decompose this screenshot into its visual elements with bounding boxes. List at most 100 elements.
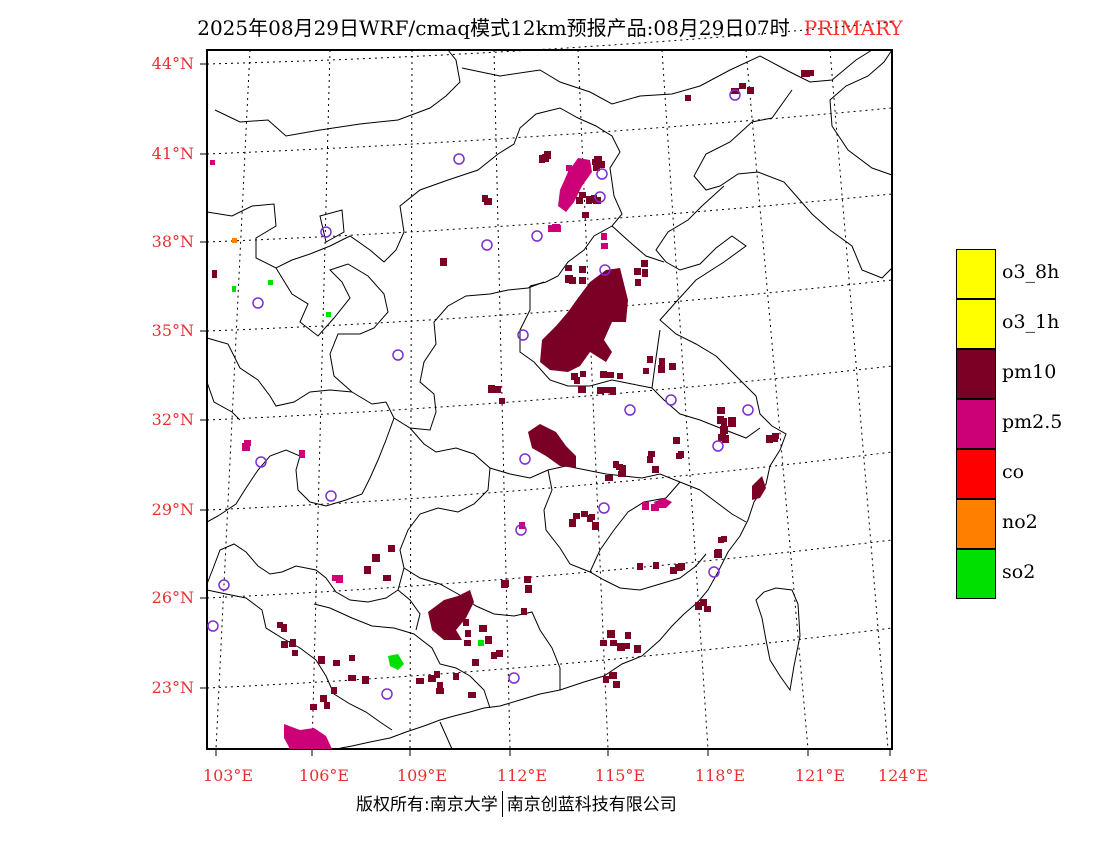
pollution-cell <box>299 450 305 458</box>
legend-item-o3-8h: o3_8h <box>956 249 1100 299</box>
pollution-cell <box>571 373 578 380</box>
pollution-cell <box>578 386 586 393</box>
legend-swatch <box>956 399 996 449</box>
pollution-patch <box>752 476 766 500</box>
pollution-cell <box>566 165 572 171</box>
pollution-cells <box>210 70 814 749</box>
lat-label-32: 32°N <box>151 410 194 429</box>
lon-label-112: 112°E <box>496 766 548 785</box>
pollution-cell <box>609 672 617 679</box>
pollution-cell <box>610 640 617 646</box>
legend-label: no2 <box>1002 511 1038 533</box>
pollution-cell <box>333 660 340 666</box>
axis-ticks <box>200 63 891 756</box>
station-marker <box>665 394 677 406</box>
pollution-cell <box>463 619 469 626</box>
title-tag: PRIMARY <box>803 16 903 40</box>
pollution-patch <box>284 724 332 749</box>
pollution-cell <box>292 650 298 656</box>
title-text: 2025年08月29日WRF/cmaq模式12km预报产品:08月29日07时 <box>197 16 790 40</box>
pollution-cell <box>331 687 337 694</box>
pollution-cell <box>648 451 655 457</box>
legend-item-co: co <box>956 449 1100 499</box>
legend-label: so2 <box>1002 561 1036 583</box>
pollution-cell <box>573 187 579 193</box>
pollution-cell <box>807 70 814 76</box>
pollution-cell <box>600 640 607 646</box>
station-marker <box>712 440 724 452</box>
copyright-footer: 版权所有:南京大学 南京创蓝科技有限公司 <box>356 790 677 817</box>
pollution-cell <box>670 567 677 574</box>
pollution-cell <box>434 671 440 678</box>
pollution-cell <box>607 630 615 638</box>
pollution-cell <box>647 456 653 463</box>
pollution-cell <box>310 704 317 710</box>
pollution-cell <box>499 398 505 404</box>
pollution-cell <box>318 656 325 664</box>
pollution-cell <box>717 416 724 424</box>
pollution-cell <box>242 443 250 451</box>
pollution-cell <box>669 363 676 370</box>
legend-swatch <box>956 499 996 549</box>
station-marker <box>508 672 520 684</box>
lon-label-106: 106°E <box>298 766 350 785</box>
pollution-cell <box>685 95 691 101</box>
pollution-cell <box>565 265 572 271</box>
monitoring-stations <box>207 89 754 700</box>
pollution-cell <box>642 269 648 277</box>
pollution-cell <box>739 83 746 89</box>
lon-gridlines <box>215 49 889 750</box>
pollution-cell <box>613 681 620 688</box>
pollution-cell <box>574 377 580 384</box>
pollution-cell <box>601 233 607 240</box>
pollution-cell <box>524 576 531 583</box>
pollution-cell <box>472 659 479 666</box>
station-marker <box>207 620 219 632</box>
pollution-cell <box>502 580 509 587</box>
pollution-patch <box>558 158 592 212</box>
pollution-cell <box>659 358 665 366</box>
legend-label: pm2.5 <box>1002 411 1063 433</box>
pollution-cell <box>521 608 527 615</box>
pollution-cell <box>598 161 605 168</box>
station-marker <box>599 264 611 276</box>
pollution-cell <box>610 387 616 395</box>
pollution-cell <box>580 371 586 377</box>
pollution-cell <box>416 678 424 684</box>
pollution-cell <box>281 641 288 648</box>
pollution-patch <box>388 654 404 670</box>
pollution-cell <box>383 575 391 581</box>
pollution-cell <box>332 575 340 581</box>
lat-label-38: 38°N <box>151 232 194 251</box>
pollution-cell <box>349 655 355 661</box>
lat-label-44: 44°N <box>151 54 194 73</box>
legend-swatch <box>956 549 996 599</box>
pollution-cell <box>704 606 711 612</box>
pollution-cell <box>616 464 623 470</box>
pollution-cell <box>642 502 649 510</box>
pollution-cell <box>496 650 503 657</box>
pollution-cell <box>593 165 600 171</box>
legend-swatch <box>956 299 996 349</box>
pollution-cell <box>651 504 659 511</box>
pollution-cell <box>324 702 330 709</box>
pollution-cell <box>488 385 495 393</box>
pollution-cell <box>579 192 586 198</box>
station-marker <box>325 490 337 502</box>
legend-swatch <box>956 349 996 399</box>
map-frame <box>206 49 893 750</box>
pollution-cell <box>491 652 497 659</box>
pollution-cell <box>544 152 551 159</box>
pollution-cell <box>676 453 682 459</box>
footer-separator <box>501 791 503 817</box>
pollution-cell <box>232 238 237 243</box>
pollution-cell <box>602 387 610 393</box>
station-marker <box>519 453 531 465</box>
legend-item-pm25: pm2.5 <box>956 399 1100 449</box>
pollution-cell <box>568 169 575 175</box>
lon-label-121: 121°E <box>794 766 846 785</box>
lat-label-35: 35°N <box>151 321 194 340</box>
pollutant-legend: o3_8h o3_1h pm10 pm2.5 co no2 so2 <box>956 249 1100 599</box>
pollution-cell <box>493 386 501 393</box>
lon-label-103: 103°E <box>202 766 254 785</box>
